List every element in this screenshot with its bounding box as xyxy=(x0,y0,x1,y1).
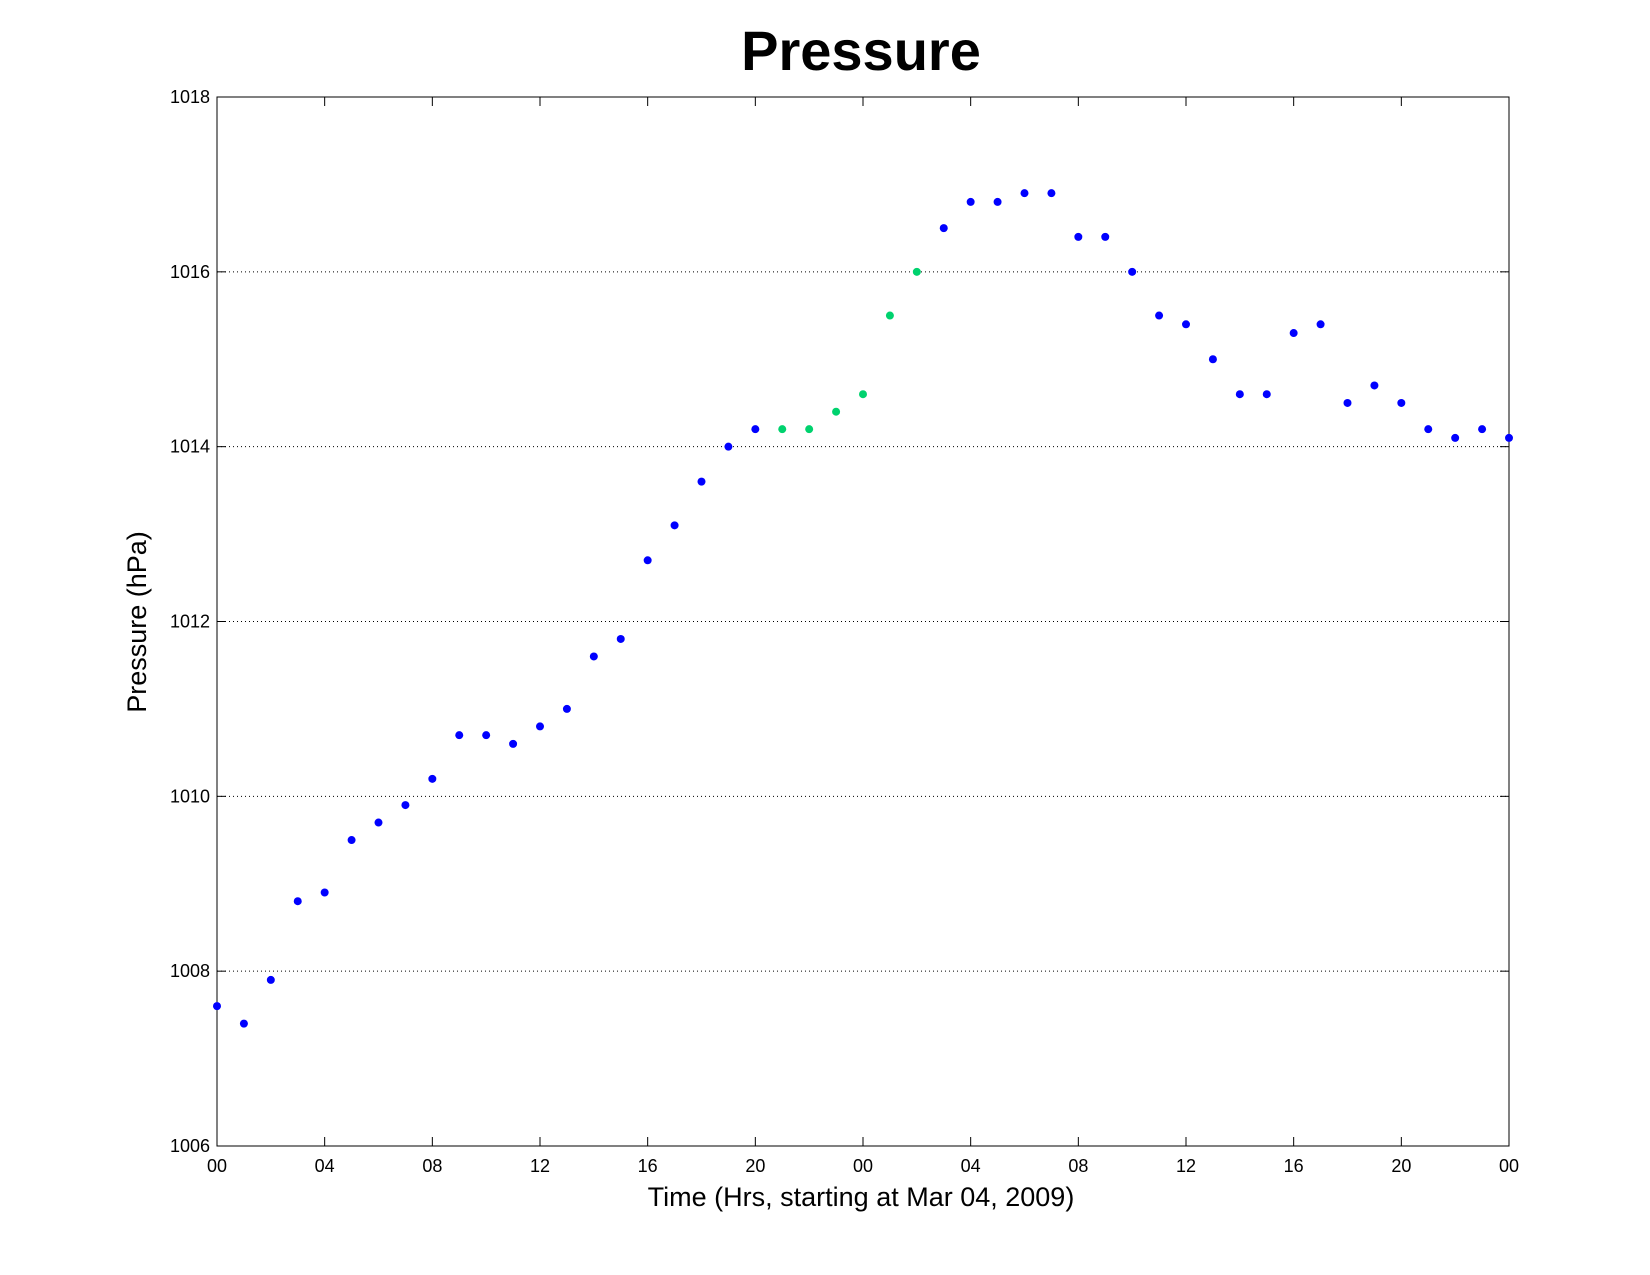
x-tick-label: 16 xyxy=(638,1156,658,1176)
y-axis-label: Pressure (hPa) xyxy=(122,531,152,713)
x-tick-label: 04 xyxy=(315,1156,335,1176)
data-point xyxy=(1343,398,1352,407)
x-tick-label: 00 xyxy=(1499,1156,1519,1176)
y-tick-label: 1018 xyxy=(170,87,210,107)
data-point xyxy=(1128,267,1137,276)
data-point xyxy=(320,888,329,897)
data-point xyxy=(482,731,491,740)
data-point xyxy=(1182,320,1190,329)
data-point xyxy=(1155,311,1164,320)
data-point xyxy=(213,1002,221,1011)
data-point xyxy=(939,224,948,233)
data-points xyxy=(213,189,1513,1028)
chart-title: Pressure xyxy=(741,19,981,82)
y-tick-label: 1012 xyxy=(170,612,210,632)
data-point xyxy=(1451,433,1460,442)
x-tick-label: 20 xyxy=(1391,1156,1411,1176)
data-point xyxy=(589,652,598,661)
data-point xyxy=(805,425,814,434)
data-point xyxy=(1397,398,1406,407)
x-tick-label: 20 xyxy=(745,1156,765,1176)
data-point xyxy=(1370,381,1379,390)
data-point xyxy=(401,801,410,810)
data-point xyxy=(778,425,787,434)
axis-ticks: 1006 1008 1010 1012 1014 1016 1018 00 04 08 12 16 20… xyxy=(170,87,1519,1176)
data-point xyxy=(455,731,464,740)
data-point xyxy=(1020,189,1029,198)
x-tick-label: 08 xyxy=(1068,1156,1088,1176)
data-point xyxy=(509,739,518,748)
data-point xyxy=(912,267,921,276)
x-tick-label: 12 xyxy=(530,1156,550,1176)
data-point xyxy=(670,521,679,530)
x-tick-label: 00 xyxy=(207,1156,227,1176)
x-axis-label: Time (Hrs, starting at Mar 04, 2009) xyxy=(648,1182,1075,1212)
data-point xyxy=(859,390,867,399)
data-point xyxy=(1074,232,1083,241)
x-tick-label: 00 xyxy=(853,1156,873,1176)
data-point xyxy=(966,197,975,206)
data-point xyxy=(347,836,356,845)
data-point xyxy=(751,425,760,434)
y-tick-label: 1010 xyxy=(170,786,210,806)
data-point xyxy=(1505,433,1513,442)
x-tick-label: 16 xyxy=(1284,1156,1304,1176)
x-tick-label: 12 xyxy=(1176,1156,1196,1176)
y-tick-label: 1014 xyxy=(170,437,210,457)
data-point xyxy=(562,704,571,713)
data-point xyxy=(832,407,841,416)
data-point xyxy=(1101,232,1110,241)
data-point xyxy=(1289,329,1298,338)
data-point xyxy=(266,975,275,984)
data-point xyxy=(293,897,302,906)
plot-frame xyxy=(216,96,1510,1147)
data-point xyxy=(239,1019,248,1028)
data-point xyxy=(885,311,894,320)
data-point xyxy=(428,774,437,783)
data-point xyxy=(1316,320,1325,329)
data-point xyxy=(1047,189,1056,198)
data-point xyxy=(643,556,652,565)
data-point xyxy=(1424,425,1433,434)
x-tick-label: 08 xyxy=(422,1156,442,1176)
data-point xyxy=(1235,390,1244,399)
data-point xyxy=(697,477,706,486)
data-point xyxy=(1262,390,1271,399)
y-tick-label: 1008 xyxy=(170,961,210,981)
data-point xyxy=(616,634,625,643)
y-tick-label: 1006 xyxy=(170,1136,210,1156)
gridlines xyxy=(217,271,1509,972)
data-point xyxy=(374,818,383,827)
data-point xyxy=(993,197,1002,206)
x-tick-label: 04 xyxy=(961,1156,981,1176)
data-point xyxy=(1208,355,1217,364)
y-tick-label: 1016 xyxy=(170,262,210,282)
data-point xyxy=(724,442,733,451)
data-point xyxy=(1478,425,1487,434)
data-point xyxy=(536,722,544,731)
